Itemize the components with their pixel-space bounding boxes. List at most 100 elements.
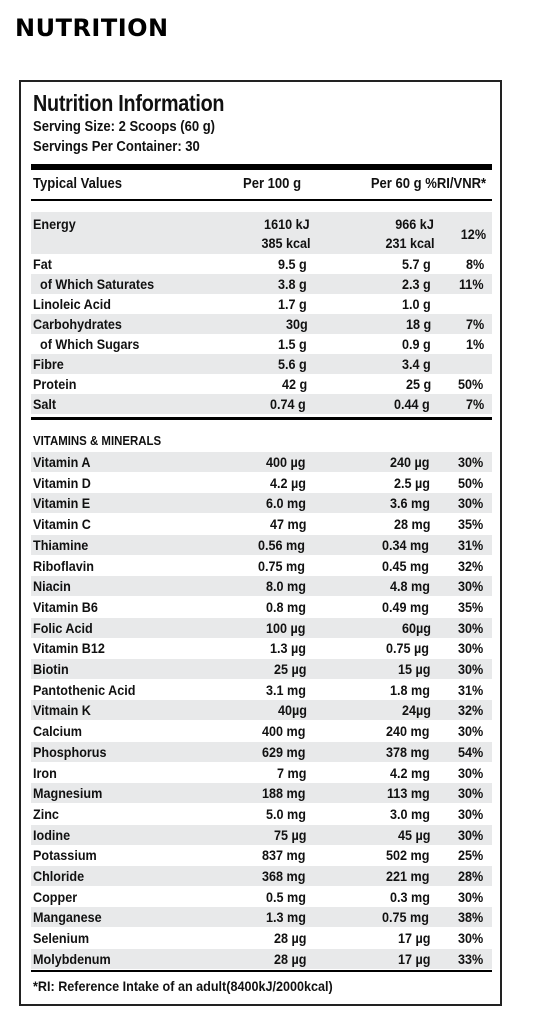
vitamins-minerals-title: VITAMINS & MINERALS <box>33 433 162 448</box>
row-name: Folic Acid <box>33 619 93 636</box>
row-per60: 3.0 mg <box>389 805 430 822</box>
row-ri: 7% <box>465 316 484 332</box>
row-ri: 35% <box>457 598 484 615</box>
table-row: Vitamin D 4.2 µg 2.5 µg 50% <box>31 473 492 493</box>
table-row: Carbohydrates 30g 18 g 7% <box>31 314 492 334</box>
column-header-per100: Per 100 g <box>243 176 302 192</box>
table-row: Vitamin E 6.0 mg 3.6 mg 30% <box>31 493 492 514</box>
table-row: Chloride 368 mg 221 mg 28% <box>31 866 492 886</box>
row-per60: 2.3 g <box>402 276 431 292</box>
row-name: Niacin <box>33 578 71 595</box>
row-ri: 25% <box>457 847 484 864</box>
row-per100: 0.74 g <box>270 396 307 412</box>
table-row: Iron 7 mg 4.2 mg 30% <box>31 763 492 783</box>
table-row: Vitamin C 47 mg 28 mg 35% <box>31 514 492 534</box>
table-row: Salt 0.74 g 0.44 g 7% <box>31 394 492 414</box>
row-ri: 31% <box>457 536 484 553</box>
row-per60: 502 mg <box>385 847 430 864</box>
energy-per100-kcal: 385 kcal <box>260 235 310 251</box>
row-per100: 25 µg <box>273 661 307 677</box>
row-ri: 30% <box>457 888 484 905</box>
table-row: Zinc 5.0 mg 3.0 mg 30% <box>31 804 492 824</box>
row-ri: 7% <box>465 396 484 412</box>
column-header-per60: Per 60 g %RI/VNR* <box>370 176 486 192</box>
row-per100: 400 µg <box>266 454 306 470</box>
row-per60: 17 µg <box>397 950 431 967</box>
row-per60: 3.6 mg <box>389 495 430 512</box>
row-per60: 113 mg <box>386 785 430 802</box>
table-row: of Which Saturates 3.8 g 2.3 g 11% <box>31 274 492 294</box>
row-name: Vitamin B12 <box>33 640 105 657</box>
row-per60: 378 mg <box>385 743 430 760</box>
row-per60: 0.44 g <box>394 396 431 412</box>
row-ri: 32% <box>457 557 484 574</box>
row-name: Vitmain K <box>33 702 91 719</box>
row-ri: 11% <box>458 276 484 292</box>
row-name: Chloride <box>33 868 85 884</box>
row-per60: 1.0 g <box>402 296 431 312</box>
row-name: Magnesium <box>33 785 103 802</box>
row-name: Vitamin D <box>33 474 91 491</box>
row-ri: 32% <box>457 702 484 719</box>
table-row: Manganese 1.3 mg 0.75 mg 38% <box>31 907 492 928</box>
nutrition-panel: Nutrition Information Serving Size: 2 Sc… <box>19 80 502 1006</box>
row-per60: 3.4 g <box>402 356 431 372</box>
row-ri: 1% <box>465 336 484 352</box>
table-row: Linoleic Acid 1.7 g 1.0 g <box>31 294 492 314</box>
row-ri: 30% <box>457 640 484 657</box>
row-per100: 0.8 mg <box>265 598 306 615</box>
row-ri: 30% <box>457 764 484 781</box>
row-ri: 30% <box>457 785 484 802</box>
table-row: Molybdenum 28 µg 17 µg 33% <box>31 948 492 969</box>
row-per100: 3.1 mg <box>265 681 306 698</box>
row-per100: 1.3 µg <box>270 640 307 657</box>
header-divider <box>31 199 492 201</box>
table-row: Fat 9.5 g 5.7 g 8% <box>31 254 492 274</box>
table-row: Thiamine 0.56 mg 0.34 mg 31% <box>31 534 492 555</box>
table-row: Iodine 75 µg 45 µg 30% <box>31 824 492 845</box>
row-name: Protein <box>33 376 77 392</box>
row-per60: 0.3 mg <box>389 888 430 905</box>
row-per60: 45 µg <box>397 826 431 843</box>
row-name: Vitamin B6 <box>33 598 98 615</box>
row-per60: 240 µg <box>390 454 430 470</box>
row-per60: 0.34 mg <box>381 536 429 553</box>
row-ri: 30% <box>457 930 484 947</box>
row-name: of Which Sugars <box>33 336 140 352</box>
energy-label: Energy <box>33 216 76 232</box>
footnote-divider <box>31 970 492 972</box>
panel-title: Nutrition Information <box>33 90 225 116</box>
row-per100: 0.5 mg <box>265 888 306 905</box>
row-per100: 188 mg <box>261 785 306 802</box>
energy-per100-kj: 1610 kJ <box>264 216 310 232</box>
row-name: Riboflavin <box>33 557 94 574</box>
row-per60: 0.45 mg <box>381 557 429 574</box>
row-name: Thiamine <box>33 536 89 553</box>
row-name: Carbohydrates <box>33 316 122 332</box>
table-row: Calcium 400 mg 240 mg 30% <box>31 721 492 741</box>
row-per100: 1.7 g <box>278 296 307 312</box>
row-ri: 28% <box>457 868 484 884</box>
row-ri: 50% <box>457 376 484 392</box>
table-row: Vitamin A 400 µg 240 µg 30% <box>31 452 492 472</box>
energy-ri: 12% <box>460 226 486 242</box>
row-per60: 0.75 µg <box>386 640 430 657</box>
row-per60: 18 g <box>405 316 432 332</box>
table-row: Vitamin B6 0.8 mg 0.49 mg 35% <box>31 597 492 617</box>
row-per100: 5.6 g <box>278 356 307 372</box>
row-ri: 31% <box>457 681 484 698</box>
servings-per-container: Servings Per Container: 30 <box>33 139 200 155</box>
table-row: Potassium 837 mg 502 mg 25% <box>31 845 492 865</box>
row-per60: 17 µg <box>397 930 431 947</box>
row-per100: 368 mg <box>261 868 306 884</box>
energy-per60-kj: 966 kJ <box>395 216 434 232</box>
row-per100: 40µg <box>277 702 307 719</box>
row-name: Manganese <box>33 909 102 926</box>
row-per60: 1.8 mg <box>389 681 430 698</box>
table-row: Protein 42 g 25 g 50% <box>31 374 492 394</box>
row-per100: 629 mg <box>261 743 306 760</box>
row-per100: 47 mg <box>269 516 306 533</box>
row-per100: 1.3 mg <box>265 909 306 926</box>
row-ri: 8% <box>465 256 484 272</box>
row-per60: 5.7 g <box>402 256 431 272</box>
